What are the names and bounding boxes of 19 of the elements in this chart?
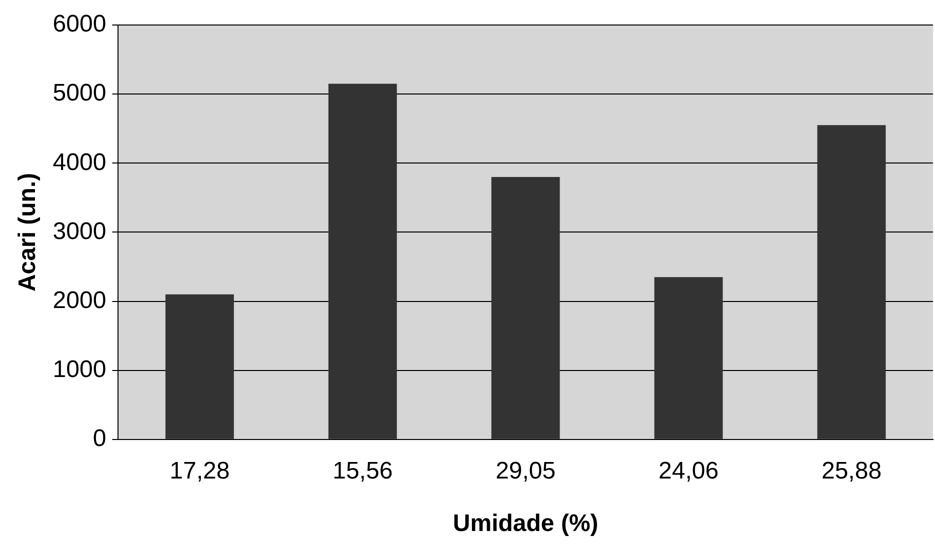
- x-axis-title: Umidade (%): [452, 510, 598, 538]
- y-tick-label: 2000: [52, 286, 106, 314]
- x-tick-label: 29,05: [496, 457, 556, 484]
- y-axis-title: Acari (un.): [14, 172, 42, 292]
- bar: [491, 176, 560, 439]
- bar: [654, 277, 723, 439]
- x-tick-label: 24,06: [658, 457, 719, 484]
- y-tick-label: 6000: [52, 10, 106, 38]
- y-tick-label: 3000: [52, 218, 106, 245]
- y-tick-label: 4000: [52, 148, 106, 176]
- bar: [165, 294, 234, 439]
- bar: [817, 125, 886, 439]
- x-tick-label: 15,56: [332, 457, 393, 484]
- x-tick-label: 25,88: [821, 457, 882, 484]
- y-tick-label: 0: [92, 425, 106, 452]
- y-tick-label: 5000: [52, 80, 106, 107]
- y-tick-label: 1000: [52, 356, 106, 383]
- x-tick-label: 17,28: [170, 457, 230, 484]
- bar: [328, 84, 397, 439]
